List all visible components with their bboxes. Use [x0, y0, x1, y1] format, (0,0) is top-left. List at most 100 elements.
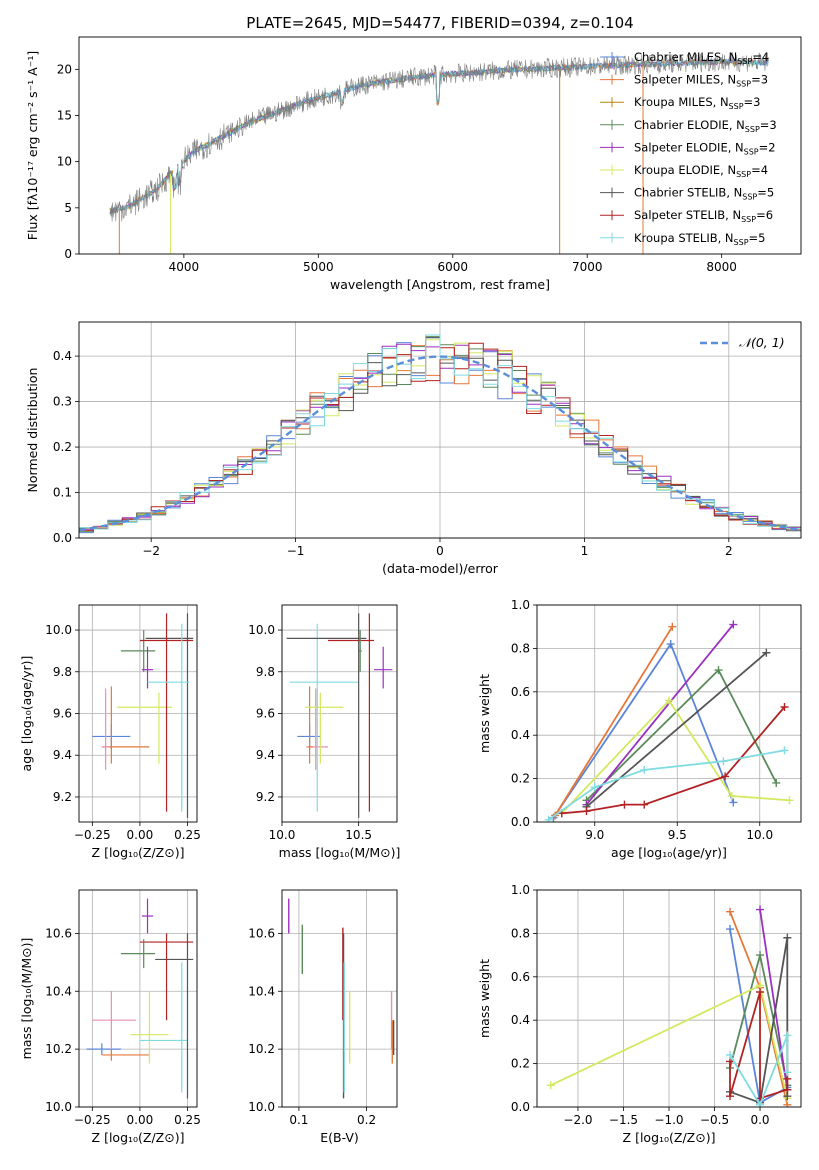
- point-marker: [785, 796, 794, 805]
- point-marker: [668, 622, 677, 631]
- y-tick-label: 15: [57, 108, 72, 122]
- x-tick-label: 10.0: [746, 828, 773, 842]
- y-tick-label: 10: [57, 155, 72, 169]
- massweight-vs-age-plot: 9.0 9.5 10.0 0.0 0.2 0.4 0.6 0.8 1.0 age [log₁₀(a…: [477, 598, 802, 860]
- legend-entry: Salpeter STELIB, NSSP=6: [634, 208, 773, 224]
- point-marker: [783, 1031, 792, 1040]
- legend-entry: Salpeter MILES, NSSP=3: [634, 73, 768, 89]
- x-tick-label: −0.25: [74, 828, 111, 842]
- y-tick-label: 9.4: [53, 748, 72, 762]
- legend-n: =6: [756, 208, 773, 222]
- x-tick-label: 0.1: [289, 1113, 308, 1127]
- x-tick-label: 0.25: [174, 828, 201, 842]
- model-spectrum-kroupa-stelib: [109, 58, 769, 215]
- age-vs-z-plot: −0.25 0.00 0.25 9.2 9.4 9.6 9.8 10.0 Z [log₁₀(Z/…: [19, 604, 201, 860]
- y-tick-label: 1.0: [511, 598, 530, 612]
- x-tick-label: −1: [287, 544, 305, 558]
- line-chabrier-miles: [552, 642, 735, 819]
- legend-n: =3: [744, 95, 761, 109]
- y-tick-label: 9.2: [53, 790, 72, 804]
- point-marker: [582, 807, 591, 816]
- y-tick-label: 10.0: [45, 623, 72, 637]
- point-marker: [783, 1085, 792, 1094]
- plot-area: [92, 613, 194, 818]
- x-tick-label: 0.2: [357, 1113, 376, 1127]
- y-axis-label: mass weight: [477, 674, 492, 753]
- point-marker: [665, 696, 673, 705]
- x-tick-label: 0.00: [127, 1113, 154, 1127]
- plot-area: [286, 613, 393, 818]
- legend-entry: Kroupa STELIB, NSSP=5: [634, 231, 765, 247]
- x-tick-label: 1: [581, 544, 589, 558]
- x-tick-label: 9.0: [585, 828, 604, 842]
- y-tick-label: 10.0: [45, 1100, 72, 1114]
- y-axis-label: Flux [fλ10⁻¹⁷ erg cm⁻² s⁻¹ A⁻¹]: [25, 51, 40, 240]
- legend-entry: 𝒩(0, 1): [739, 335, 785, 350]
- legend-entry: Kroupa ELODIE, NSSP=4: [634, 163, 768, 179]
- plot-area: [546, 905, 792, 1107]
- point-marker: [756, 1100, 765, 1107]
- point-marker: [783, 1068, 792, 1077]
- point-marker: [729, 620, 738, 629]
- y-tick-label: 0.3: [53, 395, 72, 409]
- y-tick-label: 1.0: [511, 883, 530, 897]
- point-marker: [544, 815, 553, 822]
- x-tick-label: 0.25: [174, 1113, 201, 1127]
- legend-sub: SSP: [736, 170, 751, 179]
- x-axis-label: wavelength [Angstrom, rest frame]: [330, 277, 550, 292]
- legend-n: =3: [760, 118, 777, 132]
- spectrum-legend: Chabrier MILES, NSSP=4 Salpeter MILES, NS…: [600, 50, 777, 247]
- legend-entry: Kroupa MILES, NSSP=3: [634, 95, 760, 111]
- x-axis-label: mass [log₁₀(M/M⊙)]: [279, 845, 401, 860]
- observed-spectrum: [109, 52, 769, 222]
- point-marker: [725, 925, 734, 934]
- y-tick-label: 0.0: [511, 1100, 530, 1114]
- histogram-salpeter-stelib: [79, 342, 801, 531]
- plot-area: [544, 620, 794, 822]
- y-tick-label: 10.4: [45, 984, 72, 998]
- y-tick-label: 9.4: [256, 748, 275, 762]
- plot-area: [109, 52, 769, 254]
- y-tick-label: 10.0: [248, 623, 275, 637]
- legend-n: =2: [759, 140, 776, 154]
- legend-sub: SSP: [744, 147, 759, 156]
- axes-frame: [78, 321, 802, 539]
- y-tick-label: 0.2: [511, 1057, 530, 1071]
- y-tick-label: 9.6: [53, 707, 72, 721]
- x-axis-label: age [log₁₀(age/yr)]: [611, 845, 727, 860]
- x-axis-label: Z [log₁₀(Z/Z⊙)]: [92, 845, 185, 860]
- y-tick-label: 20: [57, 62, 72, 76]
- x-axis-label: E(B-V): [320, 1130, 359, 1145]
- x-tick-label: 7000: [572, 260, 603, 274]
- legend-sub: SSP: [736, 80, 751, 89]
- legend-n: =4: [752, 50, 769, 64]
- point-marker: [620, 800, 629, 809]
- y-tick-label: 9.2: [256, 790, 275, 804]
- x-tick-label: 2: [725, 544, 733, 558]
- line-salpeter-elodie: [759, 909, 789, 1090]
- x-tick-label: 4000: [169, 260, 200, 274]
- point-marker: [780, 702, 789, 711]
- y-axis-label: Normed distribution: [25, 368, 40, 493]
- massweight-vs-z-plot: −2.0 −1.5 −1.0 −0.5 0.0 0.0 0.2 0.4 0.6 0.8 1.0 Z […: [477, 883, 802, 1145]
- y-axis-label: age [log₁₀(age/yr)]: [19, 656, 34, 772]
- line-kroupa-elodie: [561, 699, 790, 814]
- point-marker: [640, 800, 649, 809]
- spectrum-title: PLATE=2645, MJD=54477, FIBERID=0394, z=0…: [246, 14, 633, 32]
- line-chabrier-stelib: [585, 652, 767, 808]
- point-marker: [727, 791, 736, 800]
- legend-sub: SSP: [734, 238, 749, 247]
- legend-sub: SSP: [741, 215, 756, 224]
- y-tick-label: 9.8: [256, 665, 275, 679]
- legend-entry: Chabrier MILES, NSSP=4: [634, 50, 769, 66]
- y-tick-label: 0.4: [511, 1013, 530, 1027]
- y-axis-label: mass weight: [477, 959, 492, 1038]
- x-tick-label: 8000: [706, 260, 737, 274]
- x-axis-label: Z [log₁₀(Z/Z⊙)]: [92, 1130, 185, 1145]
- axes-frame: [536, 604, 802, 823]
- line-salpeter-miles: [554, 626, 674, 816]
- x-tick-label: −0.5: [700, 1113, 729, 1127]
- point-marker: [666, 640, 675, 649]
- y-tick-label: 5: [64, 201, 72, 215]
- y-axis-label: mass [log₁₀(M/M⊙)]: [19, 938, 34, 1060]
